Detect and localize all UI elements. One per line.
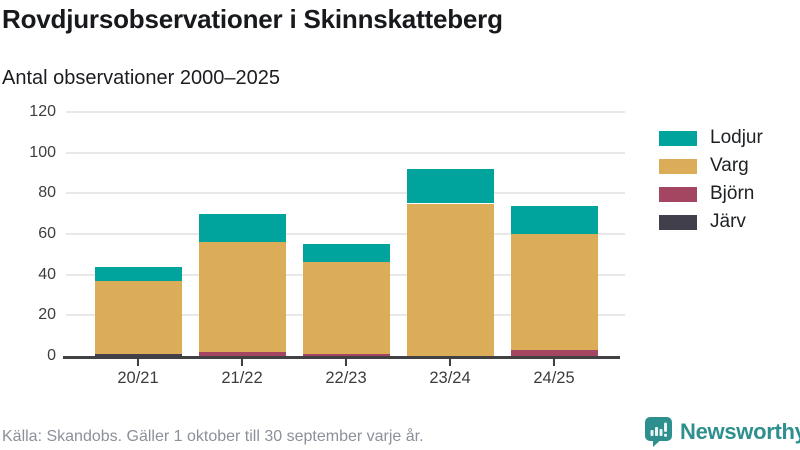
x-axis-tick bbox=[449, 359, 451, 366]
bar-segment-bjorn bbox=[510, 349, 598, 356]
gridline bbox=[66, 233, 625, 235]
x-axis-label: 21/22 bbox=[221, 369, 263, 387]
x-axis-tick bbox=[345, 359, 347, 366]
legend-item-jarv: Järv bbox=[659, 211, 763, 233]
chart-subtitle: Antal observationer 2000–2025 bbox=[2, 67, 280, 89]
y-axis-label: 20 bbox=[38, 306, 56, 324]
bar-segment-lodjur bbox=[198, 213, 286, 243]
legend-item-varg: Varg bbox=[659, 155, 763, 177]
x-axis-label: 23/24 bbox=[429, 369, 471, 387]
newsworthy-logo[interactable]: Newsworthy bbox=[644, 416, 800, 448]
x-axis-label: 22/23 bbox=[325, 369, 367, 387]
source-note: Källa: Skandobs. Gäller 1 oktober till 3… bbox=[2, 428, 424, 445]
gridline bbox=[66, 111, 625, 113]
bar-segment-bjorn bbox=[198, 351, 286, 356]
bar-segment-lodjur bbox=[510, 205, 598, 234]
legend-swatch-bjorn bbox=[659, 186, 697, 202]
bar-segment-varg bbox=[198, 242, 286, 352]
bar-segment-varg bbox=[406, 203, 494, 356]
bar-segment-bjorn bbox=[302, 353, 390, 356]
y-axis-label: 60 bbox=[38, 225, 56, 242]
bar-segment-varg bbox=[302, 262, 390, 354]
legend: Lodjur Varg Björn Järv bbox=[659, 127, 763, 233]
y-axis-label: 120 bbox=[29, 103, 56, 120]
y-axis-label: 100 bbox=[29, 143, 56, 161]
x-axis-label: 20/21 bbox=[117, 369, 159, 387]
legend-swatch-varg bbox=[659, 158, 697, 174]
legend-item-bjorn: Björn bbox=[659, 183, 763, 205]
bar-segment-lodjur bbox=[94, 266, 182, 281]
x-axis-label: 24/25 bbox=[533, 369, 575, 387]
legend-swatch-lodjur bbox=[659, 130, 697, 146]
legend-label: Björn bbox=[710, 183, 755, 204]
x-axis-tick bbox=[553, 359, 555, 366]
gridline bbox=[66, 151, 625, 154]
chart-title: Rovdjursobservationer i Skinnskatteberg bbox=[2, 4, 503, 34]
legend-label: Lodjur bbox=[710, 127, 763, 148]
newsworthy-logo-icon bbox=[645, 417, 672, 447]
legend-label: Varg bbox=[710, 155, 749, 176]
y-axis-label: 0 bbox=[47, 347, 56, 364]
bar-segment-jarv bbox=[94, 353, 182, 356]
y-axis-label: 40 bbox=[38, 265, 56, 283]
x-axis-line bbox=[63, 356, 620, 359]
x-axis-tick bbox=[241, 359, 243, 366]
y-axis-label: 80 bbox=[38, 184, 56, 202]
gridline bbox=[66, 192, 625, 195]
x-axis-tick bbox=[137, 359, 139, 366]
legend-label: Järv bbox=[710, 211, 746, 232]
bar-segment-lodjur bbox=[302, 244, 390, 263]
bar-segment-varg bbox=[510, 234, 598, 350]
legend-item-lodjur: Lodjur bbox=[659, 127, 763, 149]
bar-segment-lodjur bbox=[406, 168, 494, 204]
legend-swatch-jarv bbox=[659, 214, 697, 230]
newsworthy-logo-text: Newsworthy bbox=[680, 419, 800, 444]
bar-segment-varg bbox=[94, 280, 182, 354]
